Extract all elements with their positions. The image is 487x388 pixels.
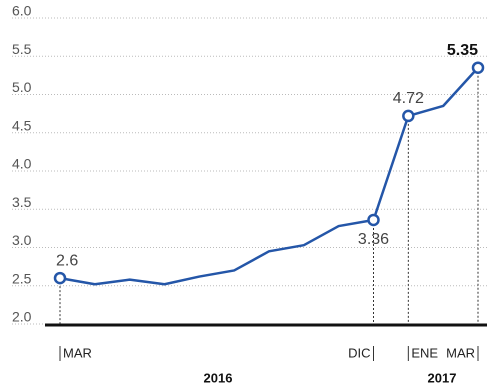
x-tick-label: DIC	[348, 345, 370, 360]
y-tick-label: 2.0	[12, 309, 32, 325]
y-tick-label: 2.5	[12, 270, 32, 286]
x-tick-label: ENE	[411, 345, 438, 360]
value-label: 4.72	[393, 90, 424, 107]
point	[471, 61, 485, 74]
y-tick-label: 5.5	[12, 41, 32, 57]
y-tick-label: 4.0	[12, 156, 32, 172]
value-label: 3.36	[358, 231, 389, 248]
y-tick-label: 3.0	[12, 232, 32, 248]
point	[402, 109, 415, 123]
value-label: 2.6	[56, 252, 78, 269]
year-label: 2016	[204, 370, 233, 385]
y-tick-label: 6.0	[12, 3, 32, 19]
value-label: 5.35	[447, 42, 478, 59]
year-label: 2017	[428, 370, 457, 385]
point	[53, 271, 67, 285]
y-tick-label: 4.5	[12, 117, 32, 133]
y-tick-label: 3.5	[12, 194, 32, 210]
x-tick-label: MAR	[446, 345, 475, 360]
x-tick-label: MAR	[63, 345, 92, 360]
y-tick-label: 5.0	[12, 79, 32, 95]
point	[367, 213, 380, 227]
